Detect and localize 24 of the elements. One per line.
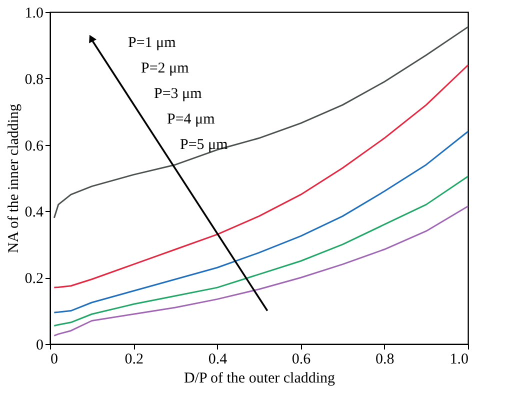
- line-series: [53, 130, 469, 314]
- x-tick-label: 0: [50, 352, 58, 368]
- x-tick-label: 0.4: [208, 352, 228, 368]
- annotation: P=2 μm: [141, 60, 190, 76]
- line-series: [53, 176, 469, 326]
- line-series: [53, 205, 469, 336]
- y-tick-label: 0.2: [24, 271, 44, 288]
- annotation: P=5 μm: [180, 137, 228, 153]
- y-axis-title: NA of the inner cladding: [6, 103, 22, 254]
- line-series: [53, 26, 469, 219]
- y-tick-label: 0: [36, 338, 44, 354]
- annotation: P=3 μm: [154, 86, 202, 102]
- x-tick-label: 0.8: [376, 352, 394, 368]
- x-tick-label: 0.2: [124, 352, 144, 368]
- x-tick-label: 0.6: [292, 352, 312, 368]
- x-axis-title: D/P of the outer cladding: [184, 370, 336, 386]
- annotation: P=1 μm: [128, 35, 176, 51]
- y-tick-label: 1.0: [24, 6, 44, 22]
- y-tick-label: 0.4: [24, 204, 44, 221]
- line-series: [53, 64, 469, 288]
- y-tick-label: 0.6: [24, 138, 44, 154]
- annotation: P=4 μm: [167, 112, 216, 128]
- x-tick-label: 1.0: [450, 352, 468, 368]
- y-tick-label: 0.8: [24, 72, 44, 88]
